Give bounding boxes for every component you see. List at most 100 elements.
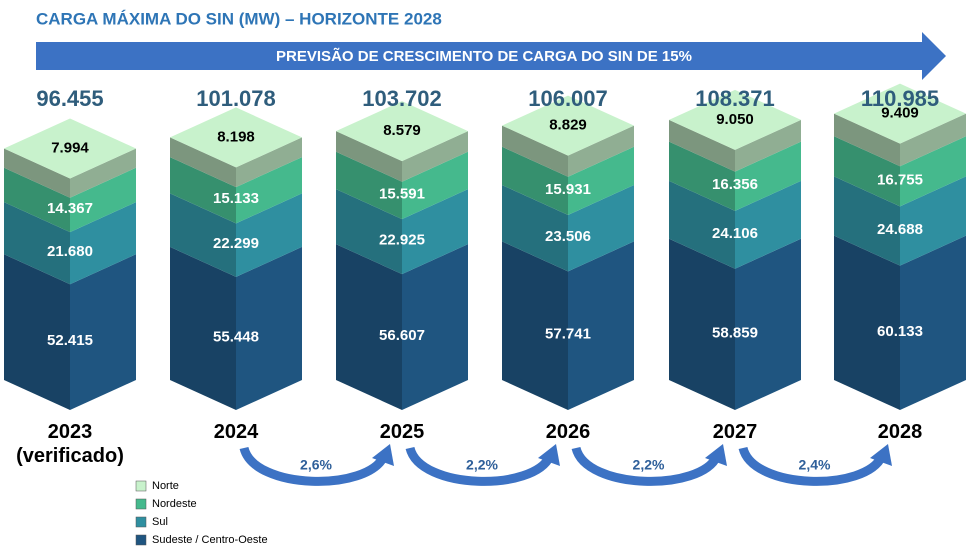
segment-left-face: [170, 193, 236, 277]
segment: [4, 254, 136, 410]
segment-right-face: [568, 125, 634, 177]
segment: [502, 95, 634, 177]
segment-right-face: [402, 151, 468, 220]
segment-label: 16.356: [712, 176, 758, 193]
segment-label: 7.994: [51, 139, 89, 156]
growth-arrow: [405, 446, 555, 486]
chart-subtitle: PREVISÃO DE CRESCIMENTO DE CARGA DO SIN …: [276, 47, 692, 65]
segment-left-face: [4, 148, 70, 198]
growth-arrow: [239, 446, 389, 486]
growth-arrow-head: [705, 444, 727, 466]
segment: [336, 101, 468, 182]
growth-arrow: [738, 446, 887, 486]
growth-arrow-head: [372, 444, 394, 466]
segment: [170, 157, 302, 224]
legend-label: Sul: [152, 516, 168, 528]
category-label: 2026: [545, 421, 591, 443]
segment-label: 15.931: [545, 181, 591, 198]
growth-label: 2,4%: [799, 457, 831, 473]
segment: [170, 193, 302, 277]
segment: [834, 235, 966, 410]
segment-right-face: [236, 246, 302, 410]
total-label: 108.371: [695, 86, 775, 111]
segment-label: 58.859: [712, 324, 758, 341]
growth-label: 2,2%: [633, 457, 665, 473]
segment: [669, 180, 801, 269]
segment-right-face: [236, 137, 302, 188]
segment: [170, 246, 302, 410]
growth-label: 2,2%: [466, 457, 498, 473]
segment: [502, 146, 634, 216]
segment-right-face: [402, 189, 468, 275]
segment-left-face: [336, 131, 402, 182]
segment-right-face: [70, 167, 136, 233]
legend-swatch: [135, 480, 147, 492]
segment-right-face: [735, 238, 801, 410]
segment-left-face: [336, 189, 402, 275]
legend-swatch: [135, 534, 147, 546]
segment-label: 56.607: [379, 327, 425, 344]
segment-right-face: [900, 235, 966, 410]
segment: [4, 118, 136, 198]
segment: [834, 83, 966, 167]
segment-left-face: [170, 246, 236, 410]
segment-left-face: [336, 244, 402, 410]
total-label: 101.078: [196, 86, 276, 111]
segment-left-face: [4, 167, 70, 233]
segment: [502, 241, 634, 410]
legend-swatch: [135, 516, 147, 528]
segment-label: 14.367: [47, 200, 93, 217]
segment-label: 60.133: [877, 323, 923, 340]
segment-right-face: [735, 141, 801, 211]
segment-right-face: [402, 131, 468, 182]
segment-label: 22.925: [379, 232, 425, 249]
segment: [336, 244, 468, 410]
category-label: 2028: [877, 421, 923, 443]
segment-label: 9.409: [881, 105, 919, 122]
growth-label: 2,6%: [300, 457, 332, 473]
segment: [834, 136, 966, 207]
legend-label: Sudeste / Centro-Oeste: [152, 534, 268, 546]
segment-right-face: [70, 148, 136, 198]
segment-left-face: [502, 241, 568, 410]
segment-left-face: [502, 125, 568, 177]
segment-left-face: [669, 238, 735, 410]
segment-right-face: [402, 244, 468, 410]
segment-left-face: [502, 185, 568, 272]
segment-right-face: [900, 176, 966, 266]
chart-title: CARGA MÁXIMA DO SIN (MW) – HORIZONTE 202…: [36, 9, 442, 28]
legend-label: Norte: [152, 480, 179, 492]
segment: [336, 151, 468, 220]
segment-right-face: [70, 202, 136, 285]
segment-right-face: [735, 180, 801, 269]
segment: [669, 141, 801, 211]
segment-left-face: [336, 151, 402, 220]
segment-label: 23.506: [545, 228, 591, 245]
total-label: 106.007: [528, 86, 608, 111]
segment-top-face: [336, 101, 468, 162]
segment: [502, 185, 634, 272]
segment-label: 8.579: [383, 122, 421, 139]
segment-label: 16.755: [877, 171, 923, 188]
segment-right-face: [236, 157, 302, 224]
segment-left-face: [834, 176, 900, 266]
legend-label: Nordeste: [152, 498, 197, 510]
legend-swatch: [135, 498, 147, 510]
segment-right-face: [568, 241, 634, 410]
segment-left-face: [669, 180, 735, 269]
segment-left-face: [502, 146, 568, 216]
category-label: 2027: [712, 421, 758, 443]
segment: [669, 238, 801, 410]
segment-label: 8.198: [217, 128, 255, 145]
segment: [834, 176, 966, 266]
segment-right-face: [568, 146, 634, 216]
segment: [170, 107, 302, 188]
category-label: 2023 (verificado): [16, 421, 124, 467]
segment-label: 15.133: [213, 190, 259, 207]
segment-left-face: [834, 136, 900, 207]
segment-left-face: [4, 202, 70, 285]
segment-top-face: [669, 89, 801, 150]
segment-left-face: [669, 141, 735, 211]
